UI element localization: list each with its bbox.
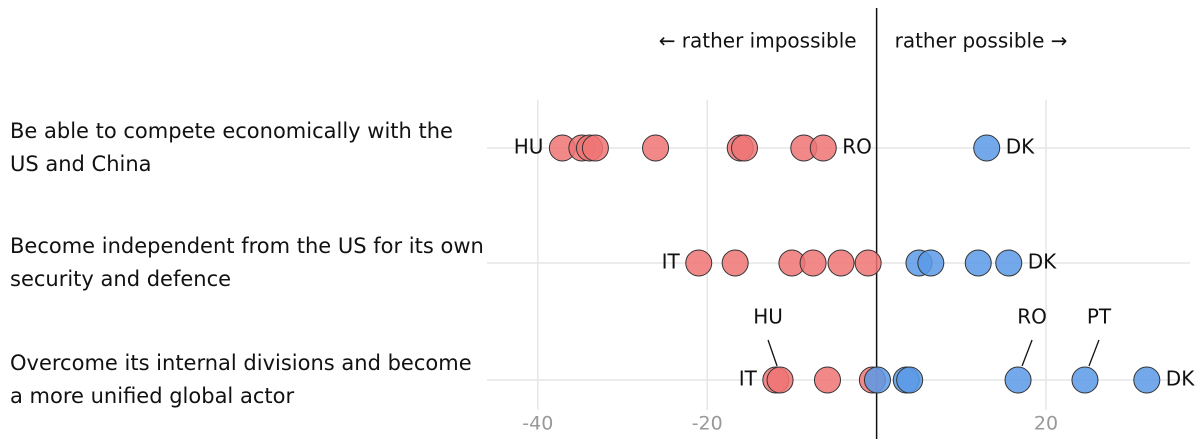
dot bbox=[799, 249, 827, 277]
dot bbox=[917, 249, 945, 277]
dot bbox=[827, 249, 855, 277]
annotation: ← rather impossible bbox=[659, 29, 857, 53]
point-label: RO bbox=[1017, 305, 1047, 329]
dot bbox=[995, 249, 1023, 277]
dot bbox=[642, 134, 670, 162]
row-label: Become independent from the US for its o… bbox=[10, 234, 484, 291]
dot bbox=[581, 134, 609, 162]
dot bbox=[721, 249, 749, 277]
point-label: DK bbox=[1006, 135, 1035, 159]
point-label: HU bbox=[514, 135, 544, 159]
dot bbox=[964, 249, 992, 277]
leader-line bbox=[1088, 339, 1100, 367]
dot bbox=[896, 366, 924, 394]
dot bbox=[685, 249, 713, 277]
row-label: Overcome its internal divisions and beco… bbox=[10, 351, 472, 408]
dot bbox=[813, 366, 841, 394]
point-label: IT bbox=[739, 367, 758, 391]
x-tick-label: 20 bbox=[1034, 413, 1058, 435]
leader-line bbox=[767, 339, 778, 367]
dot bbox=[1133, 366, 1161, 394]
dot bbox=[1071, 366, 1099, 394]
row-label: Be able to compete economically with the… bbox=[10, 119, 453, 176]
point-label: PT bbox=[1087, 305, 1112, 329]
x-tick-label: -40 bbox=[522, 413, 553, 435]
dot bbox=[863, 366, 891, 394]
dot bbox=[809, 134, 837, 162]
annotation: rather possible → bbox=[895, 29, 1068, 53]
dot bbox=[766, 366, 794, 394]
point-label: DK bbox=[1166, 367, 1195, 391]
dot bbox=[973, 134, 1001, 162]
point-label: HU bbox=[753, 305, 783, 329]
point-label: DK bbox=[1028, 250, 1057, 274]
leader-line bbox=[1021, 339, 1033, 367]
dot bbox=[1004, 366, 1032, 394]
dot bbox=[854, 249, 882, 277]
point-label: RO bbox=[842, 135, 872, 159]
x-tick-label: -20 bbox=[692, 413, 723, 435]
point-label: IT bbox=[662, 250, 681, 274]
dot bbox=[730, 134, 758, 162]
